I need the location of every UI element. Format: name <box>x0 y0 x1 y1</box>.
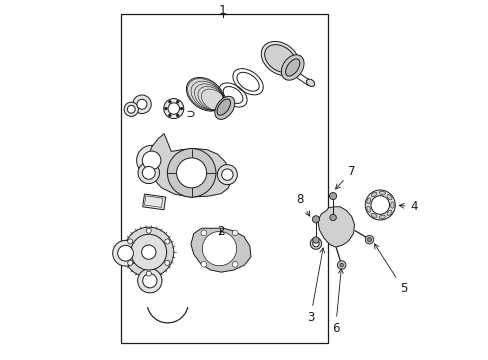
Circle shape <box>232 230 238 236</box>
Ellipse shape <box>264 45 295 72</box>
Circle shape <box>339 263 343 267</box>
Ellipse shape <box>285 59 299 76</box>
Ellipse shape <box>127 105 135 113</box>
Ellipse shape <box>386 210 391 216</box>
Text: 8: 8 <box>296 193 309 216</box>
Ellipse shape <box>112 240 138 266</box>
Circle shape <box>312 216 319 223</box>
Ellipse shape <box>142 151 161 170</box>
Circle shape <box>164 260 169 265</box>
Circle shape <box>329 193 336 200</box>
Circle shape <box>146 271 151 276</box>
Circle shape <box>202 231 236 266</box>
Text: 2: 2 <box>217 225 224 238</box>
Text: 7: 7 <box>335 165 355 189</box>
Ellipse shape <box>167 149 216 197</box>
Ellipse shape <box>309 238 321 249</box>
Polygon shape <box>190 228 250 272</box>
Circle shape <box>142 245 156 259</box>
Circle shape <box>146 228 151 233</box>
Ellipse shape <box>124 102 138 116</box>
Ellipse shape <box>370 192 376 197</box>
Text: 4: 4 <box>399 200 417 213</box>
Bar <box>144 196 163 207</box>
Ellipse shape <box>370 213 376 218</box>
Circle shape <box>176 100 179 103</box>
Ellipse shape <box>138 162 159 184</box>
Ellipse shape <box>168 103 179 114</box>
Circle shape <box>365 190 394 220</box>
Bar <box>121 14 328 342</box>
Polygon shape <box>148 134 231 197</box>
Text: 5: 5 <box>374 244 407 296</box>
Circle shape <box>337 261 345 269</box>
Polygon shape <box>317 207 354 247</box>
Circle shape <box>131 234 166 270</box>
Circle shape <box>127 239 132 244</box>
Circle shape <box>370 196 389 214</box>
Circle shape <box>366 238 371 242</box>
Circle shape <box>127 260 132 265</box>
Circle shape <box>180 107 183 110</box>
Ellipse shape <box>378 215 385 219</box>
Bar <box>142 194 165 210</box>
Circle shape <box>176 114 179 117</box>
Ellipse shape <box>138 269 162 293</box>
Ellipse shape <box>366 206 370 212</box>
Circle shape <box>312 237 319 243</box>
Ellipse shape <box>163 99 183 118</box>
Ellipse shape <box>142 274 157 288</box>
Circle shape <box>164 107 167 110</box>
Ellipse shape <box>186 77 224 111</box>
Text: 3: 3 <box>306 248 324 324</box>
Circle shape <box>123 227 173 277</box>
Ellipse shape <box>281 55 304 80</box>
Ellipse shape <box>378 191 385 195</box>
Ellipse shape <box>118 246 133 261</box>
Ellipse shape <box>137 99 147 109</box>
Ellipse shape <box>366 198 370 204</box>
Ellipse shape <box>214 96 234 120</box>
Circle shape <box>201 230 206 236</box>
Ellipse shape <box>312 240 319 247</box>
Ellipse shape <box>217 165 237 185</box>
Ellipse shape <box>176 158 206 188</box>
Circle shape <box>168 114 171 117</box>
Circle shape <box>329 214 336 221</box>
Circle shape <box>168 100 171 103</box>
Text: 6: 6 <box>331 269 343 335</box>
Ellipse shape <box>142 166 155 179</box>
Circle shape <box>232 261 238 267</box>
Ellipse shape <box>132 95 151 113</box>
Text: 1: 1 <box>219 4 226 17</box>
Ellipse shape <box>386 194 391 200</box>
Circle shape <box>365 235 373 244</box>
Ellipse shape <box>217 99 230 115</box>
Circle shape <box>164 239 169 244</box>
Circle shape <box>201 261 206 267</box>
Ellipse shape <box>136 145 166 175</box>
Ellipse shape <box>221 169 233 180</box>
Ellipse shape <box>390 202 393 208</box>
Ellipse shape <box>306 79 314 86</box>
Ellipse shape <box>261 41 299 76</box>
